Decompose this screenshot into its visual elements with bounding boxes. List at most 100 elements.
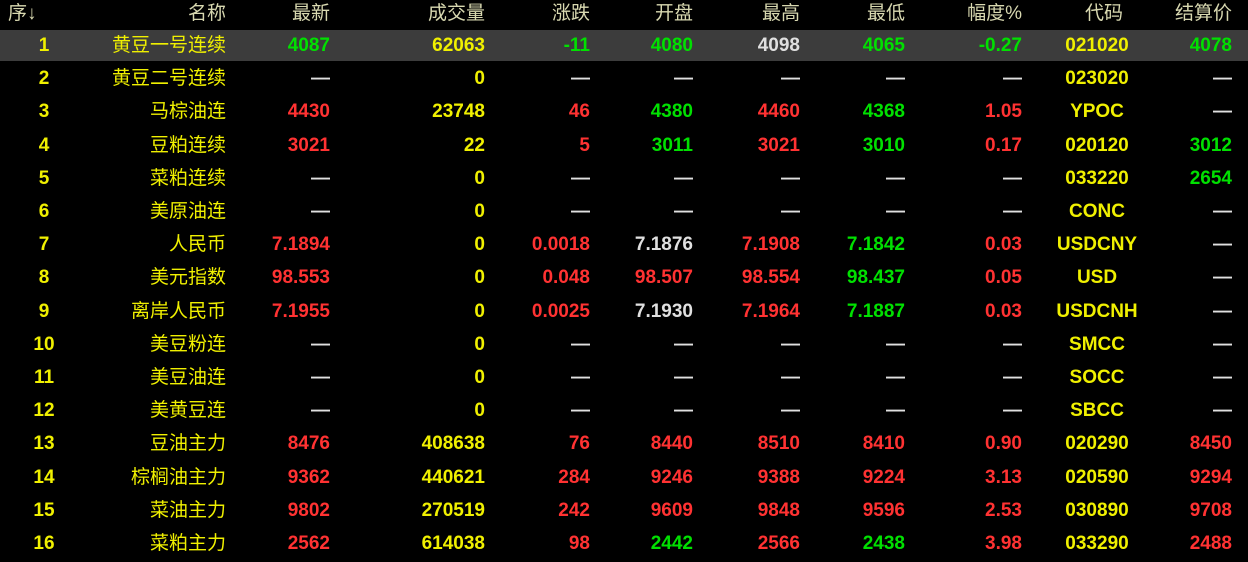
- table-cell[interactable]: 242: [558, 499, 590, 521]
- selected-row[interactable]: [0, 30, 1248, 61]
- table-cell[interactable]: 5: [579, 134, 590, 156]
- table-cell[interactable]: 10: [33, 333, 55, 355]
- table-cell[interactable]: 98.507: [634, 267, 693, 289]
- table-cell[interactable]: —: [1213, 300, 1232, 322]
- column-header[interactable]: 序↓: [8, 3, 37, 24]
- table-cell[interactable]: —: [781, 367, 800, 388]
- table-cell[interactable]: —: [1213, 333, 1232, 355]
- table-cell[interactable]: —: [886, 333, 905, 355]
- table-cell[interactable]: 9609: [650, 499, 693, 521]
- table-cell[interactable]: 9246: [650, 466, 693, 488]
- table-cell[interactable]: —: [311, 367, 330, 388]
- table-cell[interactable]: 7.1876: [634, 234, 693, 256]
- table-cell[interactable]: —: [1003, 68, 1022, 90]
- table-cell[interactable]: 11: [33, 367, 55, 388]
- table-cell[interactable]: 4: [38, 134, 50, 156]
- table-cell[interactable]: 9294: [1189, 466, 1232, 488]
- table-cell[interactable]: 菜粕连续: [149, 167, 226, 189]
- table-cell[interactable]: 76: [568, 433, 590, 455]
- table-cell[interactable]: 4080: [650, 35, 693, 56]
- table-cell[interactable]: 4368: [862, 101, 905, 123]
- table-cell[interactable]: —: [781, 167, 800, 189]
- table-cell[interactable]: 6: [38, 201, 50, 222]
- table-cell[interactable]: —: [674, 201, 693, 222]
- table-cell[interactable]: 0: [474, 167, 485, 189]
- table-cell[interactable]: 0.0025: [531, 300, 590, 322]
- table-cell[interactable]: CONC: [1069, 201, 1125, 222]
- table-cell[interactable]: 0.048: [542, 267, 590, 289]
- table-cell[interactable]: 0: [474, 300, 485, 322]
- table-cell[interactable]: 8440: [650, 433, 693, 455]
- table-cell[interactable]: 22: [463, 134, 485, 156]
- table-cell[interactable]: 16: [33, 533, 55, 554]
- table-cell[interactable]: 9388: [757, 466, 800, 488]
- column-header[interactable]: 结算价: [1174, 3, 1232, 24]
- table-cell[interactable]: 0: [474, 367, 485, 388]
- table-cell[interactable]: 14: [33, 466, 55, 488]
- table-cell[interactable]: 7.1930: [634, 300, 693, 322]
- table-cell[interactable]: —: [886, 367, 905, 388]
- table-cell[interactable]: 3021: [757, 134, 800, 156]
- table-cell[interactable]: 2654: [1189, 167, 1232, 189]
- table-cell[interactable]: 023020: [1065, 68, 1129, 90]
- table-cell[interactable]: —: [886, 400, 905, 422]
- column-header[interactable]: 成交量: [427, 3, 485, 24]
- table-cell[interactable]: 033290: [1065, 533, 1129, 554]
- table-cell[interactable]: 0.17: [985, 134, 1022, 156]
- table-cell[interactable]: 3011: [651, 134, 693, 156]
- table-cell[interactable]: 0: [474, 267, 485, 289]
- table-cell[interactable]: 15: [33, 499, 55, 521]
- table-cell[interactable]: —: [1213, 367, 1232, 388]
- table-cell[interactable]: 7.1842: [846, 234, 905, 256]
- table-cell[interactable]: 9708: [1189, 499, 1232, 521]
- table-cell[interactable]: —: [1213, 101, 1232, 123]
- table-cell[interactable]: 9596: [862, 499, 905, 521]
- table-cell[interactable]: —: [1003, 367, 1022, 388]
- table-cell[interactable]: —: [781, 68, 800, 90]
- table-cell[interactable]: —: [886, 167, 905, 189]
- table-cell[interactable]: —: [1003, 167, 1022, 189]
- table-cell[interactable]: 7: [38, 234, 50, 256]
- table-cell[interactable]: 0: [474, 400, 485, 422]
- table-cell[interactable]: 美豆油连: [149, 367, 226, 388]
- table-cell[interactable]: 美黄豆连: [149, 400, 226, 422]
- table-cell[interactable]: 美原油连: [149, 201, 226, 222]
- table-cell[interactable]: 033220: [1065, 167, 1129, 189]
- table-cell[interactable]: 离岸人民币: [130, 300, 226, 322]
- table-cell[interactable]: —: [886, 201, 905, 222]
- table-cell[interactable]: 4078: [1189, 35, 1232, 56]
- table-cell[interactable]: 美元指数: [149, 267, 226, 289]
- table-cell[interactable]: 98: [568, 533, 590, 554]
- table-cell[interactable]: —: [1213, 234, 1232, 256]
- table-cell[interactable]: 021020: [1065, 35, 1129, 56]
- column-header[interactable]: 最新: [291, 3, 330, 24]
- table-cell[interactable]: —: [674, 333, 693, 355]
- column-header[interactable]: 最低: [866, 3, 905, 24]
- table-cell[interactable]: 3021: [287, 134, 330, 156]
- table-cell[interactable]: 1.05: [985, 101, 1022, 123]
- table-cell[interactable]: —: [674, 167, 693, 189]
- table-cell[interactable]: —: [674, 367, 693, 388]
- table-cell[interactable]: 人民币: [168, 234, 226, 256]
- table-cell[interactable]: 3010: [862, 134, 905, 156]
- table-cell[interactable]: 62063: [432, 35, 485, 56]
- table-cell[interactable]: 0.0018: [531, 234, 590, 256]
- table-cell[interactable]: 4087: [287, 35, 330, 56]
- table-cell[interactable]: 98.554: [741, 267, 800, 289]
- column-header[interactable]: 代码: [1084, 3, 1123, 24]
- table-cell[interactable]: 9: [38, 300, 50, 322]
- table-cell[interactable]: 3.98: [985, 533, 1022, 554]
- table-cell[interactable]: 豆油主力: [149, 433, 226, 455]
- table-cell[interactable]: 0: [474, 201, 485, 222]
- table-cell[interactable]: 0: [474, 68, 485, 90]
- table-cell[interactable]: 2566: [757, 533, 800, 554]
- table-cell[interactable]: 284: [558, 466, 590, 488]
- table-cell[interactable]: 270519: [421, 499, 485, 521]
- column-header[interactable]: 最高: [761, 3, 800, 24]
- table-cell[interactable]: 2438: [862, 533, 905, 554]
- table-cell[interactable]: —: [571, 201, 590, 222]
- table-cell[interactable]: —: [886, 68, 905, 90]
- table-cell[interactable]: -11: [563, 35, 590, 56]
- table-cell[interactable]: 菜粕主力: [149, 533, 226, 554]
- table-cell[interactable]: 2442: [650, 533, 693, 554]
